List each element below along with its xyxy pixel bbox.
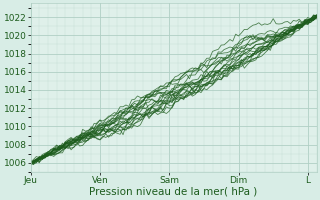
X-axis label: Pression niveau de la mer( hPa ): Pression niveau de la mer( hPa ) [90,187,258,197]
